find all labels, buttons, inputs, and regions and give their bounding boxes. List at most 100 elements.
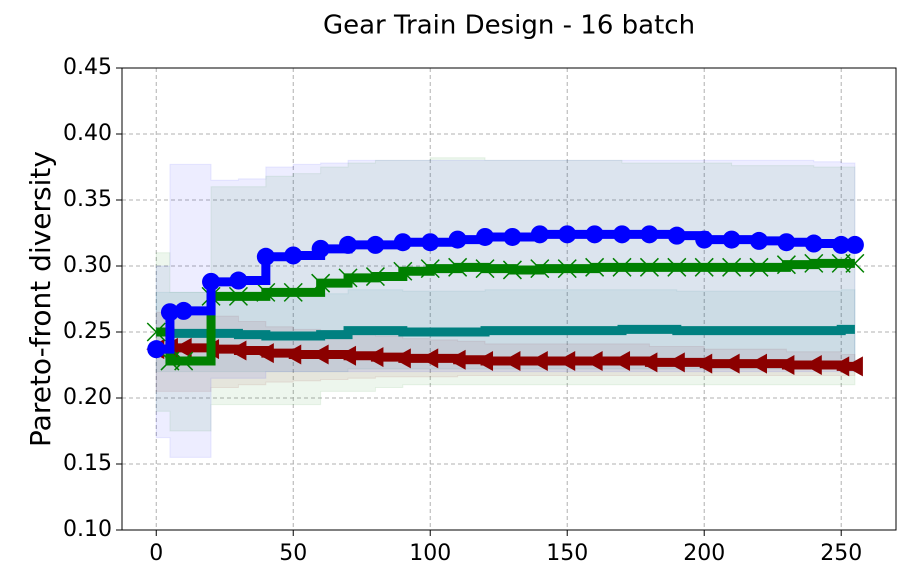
marker — [804, 234, 823, 253]
marker — [694, 353, 713, 374]
marker — [338, 345, 357, 366]
marker — [530, 225, 549, 244]
marker — [557, 259, 577, 279]
marker — [585, 257, 605, 277]
marker — [502, 351, 521, 372]
marker — [393, 233, 412, 252]
marker — [666, 352, 685, 373]
y-tick-label: 0.30 — [63, 253, 112, 278]
marker — [447, 349, 466, 370]
marker — [803, 355, 822, 375]
marker — [393, 261, 413, 281]
x-tick-label: 250 — [820, 541, 862, 566]
marker — [448, 257, 468, 277]
x-tick-label: 100 — [409, 541, 451, 566]
marker — [283, 344, 302, 365]
marker — [844, 356, 863, 377]
marker — [476, 227, 495, 246]
marker — [146, 322, 166, 342]
marker — [229, 271, 248, 290]
marker — [392, 348, 411, 369]
chart-title: Gear Train Design - 16 batch — [323, 11, 695, 41]
marker — [831, 253, 851, 273]
marker — [612, 257, 632, 277]
y-tick-label: 0.35 — [63, 187, 112, 212]
marker — [256, 247, 275, 266]
marker — [612, 351, 631, 372]
y-tick-label: 0.15 — [63, 451, 112, 476]
marker — [776, 255, 796, 275]
marker — [284, 246, 303, 265]
marker — [750, 231, 769, 250]
marker — [502, 260, 522, 280]
marker — [202, 272, 221, 291]
marker — [365, 347, 384, 368]
marker — [255, 343, 274, 364]
y-tick-label: 0.45 — [63, 55, 112, 80]
marker — [585, 225, 604, 244]
plot-frame — [121, 67, 897, 531]
marker — [639, 352, 658, 373]
marker — [448, 230, 467, 249]
confidence-band — [155, 159, 856, 458]
marker — [283, 282, 303, 302]
marker — [228, 286, 248, 306]
marker — [173, 337, 192, 358]
marker — [338, 268, 358, 288]
marker — [722, 257, 742, 277]
marker — [804, 253, 824, 273]
x-tick-label: 200 — [683, 541, 725, 566]
marker — [557, 351, 576, 372]
marker — [584, 351, 603, 372]
marker — [420, 348, 439, 369]
marker — [339, 235, 358, 254]
marker — [749, 353, 768, 374]
x-tick-label: 150 — [546, 541, 588, 566]
marker — [256, 282, 276, 302]
marker — [420, 259, 440, 279]
marker — [667, 226, 686, 245]
marker — [365, 267, 385, 287]
marker — [174, 301, 193, 320]
marker — [845, 253, 865, 273]
marker — [558, 225, 577, 244]
series-line — [156, 324, 855, 341]
y-axis-label: Pareto-front diversity — [24, 151, 57, 447]
y-tick-label: 0.20 — [63, 385, 112, 410]
marker — [503, 227, 522, 246]
marker — [475, 351, 494, 372]
y-tick-label: 0.40 — [63, 121, 112, 146]
marker — [160, 303, 179, 322]
marker — [777, 233, 796, 252]
marker — [529, 351, 548, 372]
x-tick-label: 0 — [149, 541, 163, 566]
marker — [749, 257, 769, 277]
marker — [776, 355, 795, 375]
y-tick-label: 0.25 — [63, 319, 112, 344]
marker — [640, 225, 659, 244]
marker — [228, 340, 247, 361]
marker — [147, 340, 166, 359]
marker — [530, 259, 550, 279]
marker — [310, 344, 329, 365]
marker — [366, 235, 385, 254]
y-tick-label: 0.10 — [63, 517, 112, 542]
marker — [174, 351, 194, 371]
marker — [639, 257, 659, 277]
marker — [694, 257, 714, 277]
marker — [421, 233, 440, 252]
x-tick-label: 50 — [279, 541, 307, 566]
marker — [721, 353, 740, 374]
marker — [722, 230, 741, 249]
marker — [667, 257, 687, 277]
marker — [832, 235, 851, 254]
marker — [311, 239, 330, 258]
marker — [475, 259, 495, 279]
marker — [613, 225, 632, 244]
marker — [845, 235, 864, 254]
marker — [695, 230, 714, 249]
marker — [160, 351, 180, 371]
marker — [831, 356, 850, 377]
marker — [311, 273, 331, 293]
